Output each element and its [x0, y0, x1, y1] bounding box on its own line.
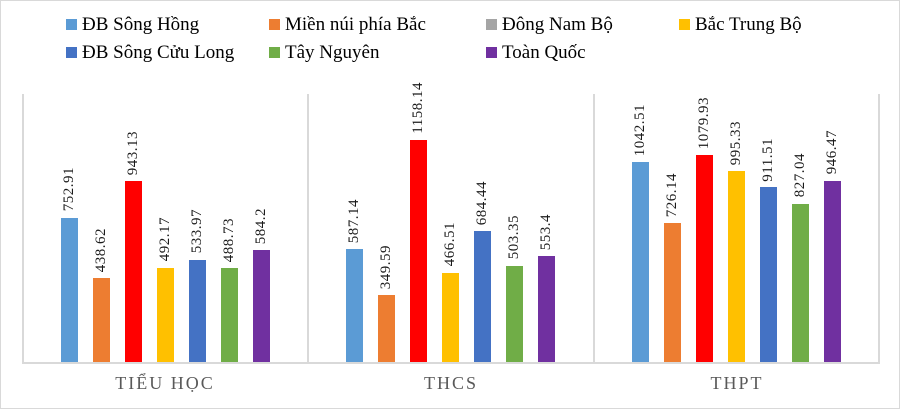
bar-value-label: 533.97 — [189, 209, 206, 254]
bar-value-label: 503.35 — [506, 215, 523, 260]
bar-value-label: 1158.14 — [410, 82, 427, 134]
legend-item: ĐB Sông Hồng — [66, 15, 269, 34]
legend-label: ĐB Sông Cửu Long — [82, 41, 235, 63]
bar-column: 438.62 — [93, 94, 111, 362]
bar — [631, 162, 649, 362]
bar — [61, 217, 79, 362]
legend-swatch-icon — [66, 18, 77, 30]
legend-swatch-icon — [269, 46, 280, 58]
category-label: THPT — [710, 373, 764, 393]
legend-swatch-icon — [486, 46, 497, 58]
bar-column: 827.04 — [791, 94, 809, 362]
plot-area: 752.91 438.62 943.13 492.17 533.97 488.73 584.… — [22, 82, 880, 364]
bar — [442, 272, 460, 362]
bar — [410, 140, 428, 362]
bar — [189, 259, 207, 362]
bar-value-label: 752.91 — [61, 167, 78, 212]
legend-label: Miền núi phía Bắc — [285, 13, 426, 35]
bar — [378, 295, 396, 362]
bar-value-label: 587.14 — [346, 199, 363, 244]
bar — [157, 267, 175, 362]
bar-column: 503.35 — [506, 94, 524, 362]
legend-item: Bắc Trung Bộ — [679, 15, 899, 34]
bar-value-label: 946.47 — [823, 130, 840, 175]
legend-item: Toàn Quốc — [486, 43, 679, 62]
legend-swatch-icon — [66, 46, 77, 58]
bar-value-label: 1042.51 — [631, 103, 648, 157]
bar-value-label: 584.2 — [253, 207, 270, 244]
bar-column: 943.13 — [125, 94, 143, 362]
bar-column: 553.4 — [538, 94, 556, 362]
legend-label: Bắc Trung Bộ — [695, 13, 802, 35]
category-label: TIỂU HỌC — [115, 373, 215, 393]
legend-label: Tây Nguyên — [285, 41, 380, 63]
bar-value-label: 1079.93 — [695, 96, 712, 149]
bar — [663, 222, 681, 362]
bar-column: 466.51 — [442, 94, 460, 362]
bar — [695, 155, 713, 362]
bar-column: 911.51 — [759, 94, 777, 362]
category-axis-labels: TIỂU HỌC THCS THPT — [22, 364, 880, 394]
bar-value-label: 995.33 — [727, 120, 744, 166]
legend-label: ĐB Sông Hồng — [82, 13, 200, 35]
bar — [125, 181, 143, 362]
bar-column: 995.33 — [727, 94, 745, 362]
bar — [474, 230, 492, 362]
legend-item: Miền núi phía Bắc — [269, 15, 486, 34]
bar-column: 1042.51 — [631, 94, 649, 362]
legend: ĐB Sông Hồng Miền núi phía Bắc Đông Nam Bộ… — [66, 10, 899, 66]
legend-swatch-icon — [679, 18, 690, 30]
bar-column: 752.91 — [61, 94, 79, 362]
category-panel: 1042.51 726.14 1079.93 995.33 911.51 827.04 94… — [592, 94, 880, 362]
bar — [506, 265, 524, 362]
bar — [759, 187, 777, 362]
bar-column: 726.14 — [663, 94, 681, 362]
legend-swatch-icon — [486, 18, 497, 30]
bar-value-label: 438.62 — [93, 227, 110, 272]
bar-column: 584.2 — [253, 94, 271, 362]
bar-value-label: 911.51 — [759, 137, 776, 182]
bar-value-label: 684.44 — [474, 180, 491, 225]
category-label: THCS — [423, 373, 478, 393]
bar-value-label: 349.59 — [378, 244, 395, 289]
bar — [727, 171, 745, 362]
bar-value-label: 943.13 — [125, 130, 142, 176]
bar-column: 587.14 — [346, 94, 364, 362]
bar-column: 1158.14 — [410, 82, 428, 362]
bar-column: 946.47 — [823, 94, 841, 362]
bar-value-label: 827.04 — [791, 153, 808, 198]
legend-label: Toàn Quốc — [502, 41, 586, 63]
bar — [823, 180, 841, 362]
bar-value-label: 726.14 — [663, 172, 680, 217]
bar — [538, 255, 556, 362]
bar-column: 684.44 — [474, 94, 492, 362]
legend-swatch-icon — [269, 18, 280, 30]
bar — [791, 203, 809, 362]
bar-column: 492.17 — [157, 94, 175, 362]
legend-item: ĐB Sông Cửu Long — [66, 43, 269, 62]
bar-column: 349.59 — [378, 94, 396, 362]
bar — [221, 268, 239, 362]
bar-value-label: 492.17 — [157, 217, 174, 262]
bar — [346, 249, 364, 362]
bar-column: 488.73 — [221, 94, 239, 362]
bar-value-label: 466.51 — [442, 222, 459, 267]
category-panel: 587.14 349.59 1158.14 466.51 684.44 503.35 553… — [307, 82, 592, 362]
bar-value-label: 488.73 — [221, 218, 238, 263]
legend-label: Đông Nam Bộ — [502, 13, 613, 35]
category-panel: 752.91 438.62 943.13 492.17 533.97 488.73 584.… — [22, 94, 307, 362]
legend-item: Đông Nam Bộ — [486, 15, 679, 34]
bar-value-label: 553.4 — [538, 213, 555, 250]
bar — [253, 250, 271, 362]
bar-column: 1079.93 — [695, 94, 713, 362]
legend-item: Tây Nguyên — [269, 43, 486, 62]
bar-column: 533.97 — [189, 94, 207, 362]
bar — [93, 277, 111, 362]
